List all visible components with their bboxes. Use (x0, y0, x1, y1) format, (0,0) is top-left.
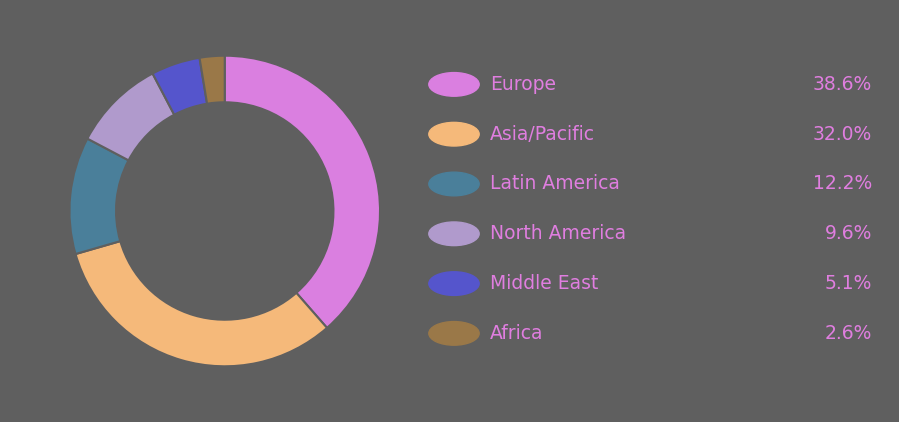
Wedge shape (200, 56, 225, 104)
Wedge shape (76, 241, 327, 366)
Text: 38.6%: 38.6% (813, 75, 872, 94)
Text: 9.6%: 9.6% (824, 224, 872, 243)
Text: 5.1%: 5.1% (824, 274, 872, 293)
Circle shape (429, 222, 479, 246)
Text: Middle East: Middle East (490, 274, 599, 293)
Text: Latin America: Latin America (490, 174, 619, 194)
Circle shape (429, 322, 479, 345)
Text: Africa: Africa (490, 324, 544, 343)
Wedge shape (225, 56, 380, 328)
Wedge shape (87, 73, 174, 160)
Text: 32.0%: 32.0% (813, 124, 872, 144)
Wedge shape (153, 58, 207, 115)
Text: Asia/Pacific: Asia/Pacific (490, 124, 595, 144)
Circle shape (429, 172, 479, 196)
Wedge shape (69, 138, 129, 254)
Text: Europe: Europe (490, 75, 556, 94)
Circle shape (429, 73, 479, 96)
Circle shape (429, 122, 479, 146)
Circle shape (429, 272, 479, 295)
Text: 12.2%: 12.2% (813, 174, 872, 194)
Text: North America: North America (490, 224, 626, 243)
Text: 2.6%: 2.6% (824, 324, 872, 343)
